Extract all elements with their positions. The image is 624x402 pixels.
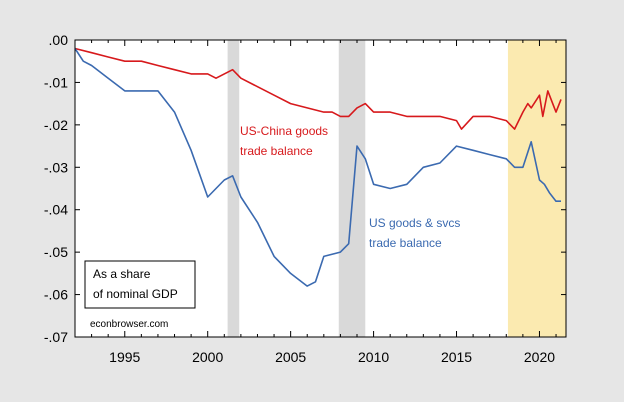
y-tick-label: -.05	[44, 244, 68, 260]
y-tick-label: -.03	[44, 159, 68, 175]
shading-bands	[227, 40, 566, 337]
recession-band-1	[227, 40, 240, 337]
us-china-goods-line	[74, 47, 562, 130]
recession-band-2	[338, 40, 366, 337]
us-goods-svcs-line	[74, 48, 561, 287]
x-tick-label: 2020	[524, 349, 555, 365]
annotation-box	[84, 260, 196, 309]
x-tick-label: 2000	[192, 349, 223, 365]
y-tick-label: -.02	[44, 117, 68, 133]
y-tick-label: -.04	[44, 202, 68, 218]
x-tick-label: 1995	[109, 349, 140, 365]
source-label: econbrowser.com	[90, 319, 168, 330]
x-tick-label: 2010	[358, 349, 389, 365]
series-label-us-total-line-2: trade balance	[369, 236, 442, 250]
x-axis: 1995 2000 2005 2010 2015 2020	[74, 40, 557, 365]
y-tick-label: -.06	[44, 287, 68, 303]
series-lines	[74, 47, 562, 287]
series-label-us-china-line-1: US-China goods	[240, 124, 328, 138]
y-axis: .00 -.01 -.02 -.03 -.04 -.05 -.06 -.07	[44, 32, 566, 345]
highlight-band	[507, 40, 566, 337]
annotation-line-1: As a share	[93, 267, 151, 281]
annotation-line-2: of nominal GDP	[93, 287, 178, 301]
x-tick-label: 2015	[441, 349, 472, 365]
y-tick-label: -.01	[44, 74, 68, 90]
plot-frame	[74, 39, 567, 338]
x-tick-label: 2005	[275, 349, 306, 365]
y-tick-label: .00	[49, 32, 69, 48]
series-label-us-total-line-1: US goods & svcs	[369, 216, 460, 230]
series-label-us-china-line-2: trade balance	[240, 144, 313, 158]
y-tick-label: -.07	[44, 329, 68, 345]
